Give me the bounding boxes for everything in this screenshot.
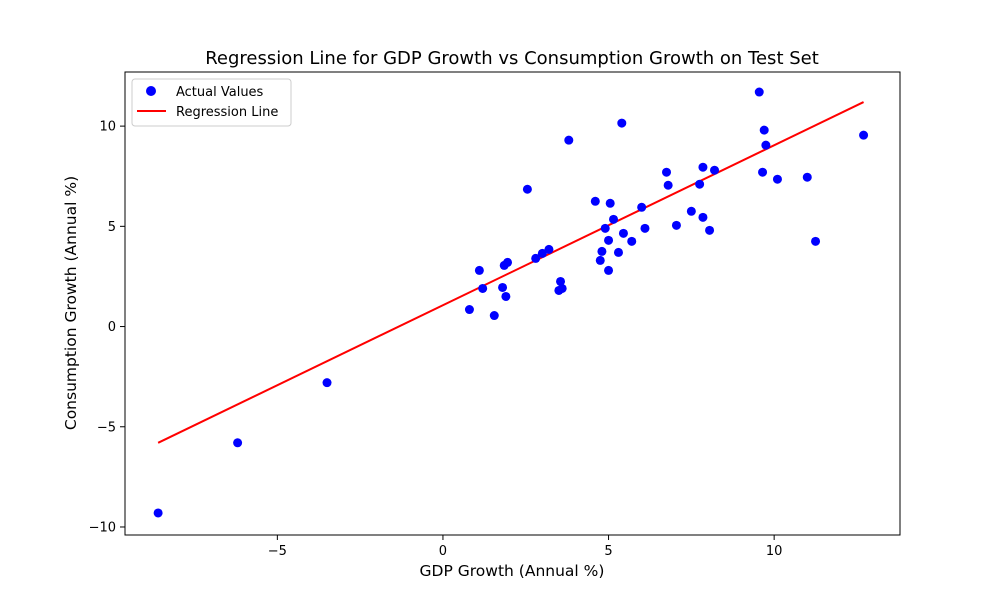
data-point [322, 378, 332, 388]
data-point [671, 220, 681, 230]
y-tick-label: 0 [108, 320, 116, 335]
legend: Actual Values Regression Line [131, 78, 292, 127]
data-point [478, 283, 488, 293]
x-tick-label: 5 [604, 544, 612, 559]
y-tick-label: −5 [97, 420, 116, 435]
data-point [498, 282, 508, 292]
data-point [590, 196, 600, 206]
points-layer [153, 87, 869, 518]
x-axis-label: GDP Growth (Annual %) [420, 562, 605, 580]
data-point [811, 236, 821, 246]
legend-box [131, 78, 292, 127]
data-point [754, 87, 764, 97]
data-point [859, 130, 869, 140]
data-point [772, 174, 782, 184]
data-point [503, 257, 513, 267]
regression-line [157, 101, 865, 444]
x-axis-ticks: −5 0 5 10 [268, 535, 783, 559]
data-point [597, 246, 607, 256]
data-point [613, 247, 623, 257]
plot-area [124, 71, 901, 536]
data-point [698, 162, 708, 172]
data-point [537, 248, 547, 258]
data-point [609, 214, 619, 224]
data-point [710, 165, 720, 175]
plot-background [125, 72, 900, 535]
data-point [662, 167, 672, 177]
data-point [686, 206, 696, 216]
x-tick-label: 0 [439, 544, 447, 559]
data-point [556, 276, 566, 286]
regression-line-layer [157, 101, 865, 444]
data-point [618, 228, 628, 238]
data-point [627, 236, 637, 246]
data-point [474, 265, 484, 275]
data-point [600, 223, 610, 233]
data-point [605, 198, 615, 208]
x-tick-label: 10 [766, 544, 783, 559]
y-tick-label: 5 [108, 220, 116, 235]
data-point [640, 223, 650, 233]
data-point [604, 265, 614, 275]
data-point [761, 140, 771, 150]
y-axis-ticks: −10 −5 0 5 10 [89, 120, 125, 535]
data-point [698, 212, 708, 222]
data-point [153, 508, 163, 518]
data-point [595, 255, 605, 265]
data-point [564, 135, 574, 145]
data-point [557, 283, 567, 293]
data-point [758, 167, 768, 177]
data-point [663, 180, 673, 190]
data-point [522, 184, 532, 194]
y-tick-label: 10 [99, 120, 116, 135]
data-point [233, 438, 243, 448]
data-point [617, 118, 627, 128]
data-point [531, 253, 541, 263]
plot-frame [124, 71, 901, 536]
data-point [759, 125, 769, 135]
legend-label-actual-values: Actual Values [176, 85, 264, 100]
data-point [637, 202, 647, 212]
y-tick-label: −10 [89, 520, 116, 535]
data-point [604, 235, 614, 245]
data-point [802, 172, 812, 182]
data-point [544, 244, 554, 254]
x-tick-label: −5 [268, 544, 287, 559]
chart-title: Regression Line for GDP Growth vs Consum… [205, 48, 819, 69]
data-point [695, 179, 705, 189]
data-point [489, 311, 499, 321]
y-axis-label: Consumption Growth (Annual %) [62, 176, 80, 430]
data-point [705, 225, 715, 235]
data-point [464, 305, 474, 315]
data-point [501, 291, 511, 301]
legend-label-regression-line: Regression Line [176, 105, 278, 120]
legend-marker-actual-values [146, 86, 156, 96]
